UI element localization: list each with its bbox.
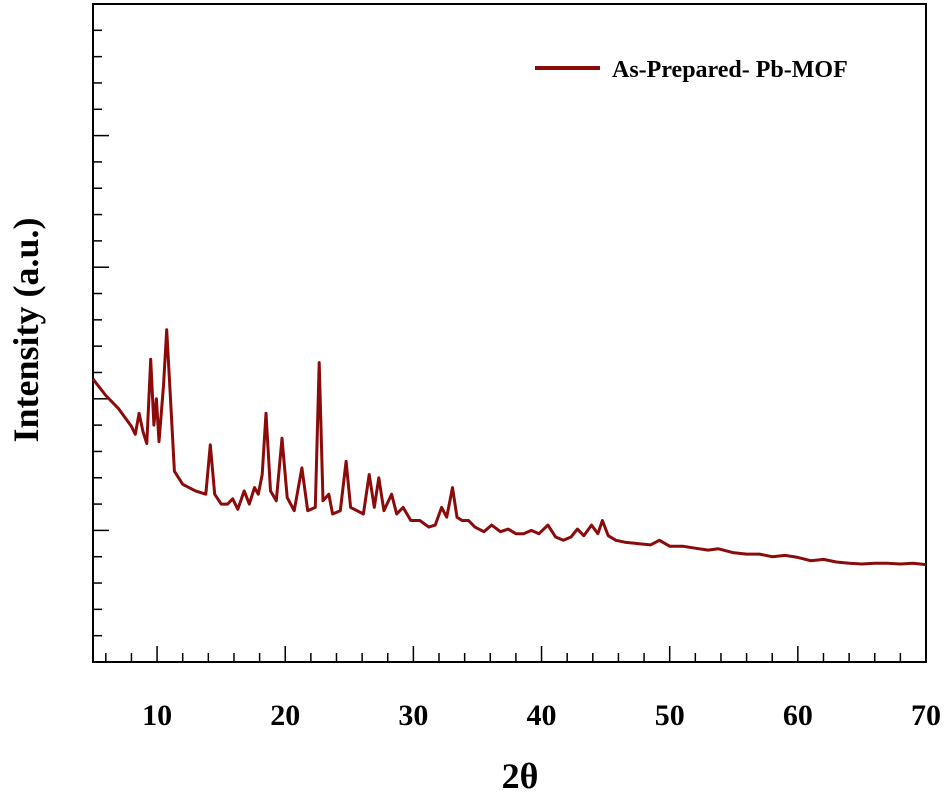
x-tick-label: 10 <box>142 699 172 732</box>
x-tick-label: 20 <box>270 699 300 732</box>
y-axis-title: Intensity (a.u.) <box>6 217 46 442</box>
x-tick-label: 60 <box>783 699 813 732</box>
legend-label: As-Prepared- Pb-MOF <box>612 57 848 83</box>
y-axis-ticks <box>93 29 109 637</box>
x-tick-label: 50 <box>655 699 685 732</box>
x-axis-tick-labels: 10 20 30 40 50 60 70 <box>142 699 941 732</box>
plot-frame <box>92 3 927 663</box>
x-axis-title: 2θ <box>502 756 539 796</box>
x-tick-label: 70 <box>911 699 941 732</box>
x-tick-label: 30 <box>398 699 428 732</box>
x-axis-ticks <box>105 646 927 662</box>
legend: As-Prepared- Pb-MOF <box>535 57 848 83</box>
series-line-pb-mof <box>91 328 927 567</box>
x-tick-label: 40 <box>527 699 557 732</box>
